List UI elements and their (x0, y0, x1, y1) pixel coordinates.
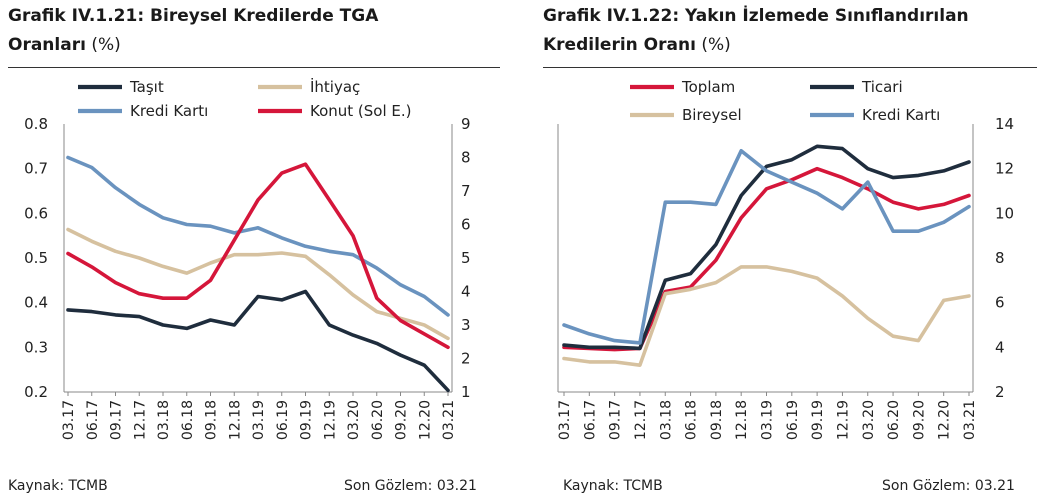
x-tick-label: 12.20 (417, 400, 433, 440)
y-tick-label-right: 7 (461, 182, 471, 200)
x-tick-label: 09.20 (394, 400, 410, 440)
last-observation-note: Son Gözlem: 03.21 (344, 478, 477, 494)
legend-label-konut-sol-e: Konut (Sol E.) (310, 102, 412, 120)
chart-title-unit: (%) (91, 35, 121, 55)
source-note: Kaynak: TCMB (563, 478, 663, 494)
y-tick-label-left: 0.3 (24, 338, 48, 356)
x-tick-label: 06.17 (582, 400, 598, 440)
x-tick-label: 03.20 (861, 400, 877, 440)
title-divider (543, 67, 1037, 68)
x-tick-label: 03.17 (557, 400, 573, 440)
y-tick-label-right: 8 (461, 149, 471, 167)
legend-label-ihtiyac: İhtiyaç (310, 77, 360, 96)
legend-label-kredi-karti: Kredi Kartı (130, 102, 208, 120)
y-tick-label-right: 4 (995, 338, 1005, 356)
series-line-konut-sol-e (66, 162, 450, 350)
x-tick-label: 09.17 (109, 400, 125, 440)
x-tick-label: 03.17 (61, 400, 77, 440)
chart-title-main: Grafik IV.1.21: Bireysel Kredilerde TGA (8, 6, 379, 26)
chart-svg-right: 2 4 6 8 10 12 14 03.17 06.17 09.17 12.17 03.18 06.18… (557, 78, 1014, 440)
x-tick-label: 09.19 (299, 400, 315, 440)
title-divider (8, 67, 500, 68)
x-tick-label: 06.18 (180, 400, 196, 440)
chart-title-main: Grafik IV.1.22: Yakın İzlemede Sınıfland… (543, 6, 969, 26)
series-line-ticari (562, 144, 971, 351)
y-tick-label-right: 12 (995, 160, 1014, 178)
y-tick-label-right: 8 (995, 249, 1005, 267)
y-tick-label-right: 4 (461, 283, 471, 301)
y-tick-label-right: 2 (461, 350, 471, 368)
x-tick-label: 06.19 (785, 400, 801, 440)
chart-title-unit: (%) (701, 35, 731, 55)
y-tick-label-right: 9 (461, 115, 471, 133)
y-tick-label-right: 5 (461, 249, 471, 267)
chart-title: Grafik IV.1.22: Yakın İzlemede Sınıfland… (543, 2, 1038, 60)
y-tick-label-right: 6 (995, 294, 1005, 312)
y-tick-label-left: 0.2 (24, 383, 48, 401)
x-tick-label: 03.20 (346, 400, 362, 440)
x-tick-label: 12.19 (322, 400, 338, 440)
chart-panel-tga: Grafik IV.1.21: Bireysel Kredilerde TGA … (0, 0, 510, 503)
source-note: Kaynak: TCMB (8, 478, 108, 494)
last-observation-note: Son Gözlem: 03.21 (882, 478, 1015, 494)
y-tick-label-left: 0.5 (24, 249, 48, 267)
x-tick-label: 12.17 (633, 400, 649, 440)
series-line-ihtiyac (66, 227, 450, 341)
chart-title-line2: Kredilerin Oranı (543, 35, 696, 55)
y-tick-label-left: 0.7 (24, 160, 48, 178)
x-tick-label: 12.18 (227, 400, 243, 440)
x-tick-label: 03.21 (441, 400, 457, 440)
x-tick-label: 03.19 (760, 400, 776, 440)
y-tick-label-left: 0.6 (24, 204, 48, 222)
chart-panel-watchlist: Grafik IV.1.22: Yakın İzlemede Sınıfland… (535, 0, 1044, 503)
x-tick-label: 09.18 (204, 400, 220, 440)
x-tick-label: 12.20 (937, 400, 953, 440)
x-tick-label: 06.20 (370, 400, 386, 440)
legend-label-toplam: Toplam (681, 78, 735, 96)
x-tick-label: 06.17 (85, 400, 101, 440)
y-tick-label-right: 3 (461, 316, 471, 334)
legend-label-kredi-karti: Kredi Kartı (862, 106, 940, 124)
legend-label-bireysel: Bireysel (682, 106, 742, 124)
x-tick-label: 09.20 (911, 400, 927, 440)
x-tick-label: 06.20 (886, 400, 902, 440)
series-line-bireysel (562, 265, 971, 368)
chart-svg-left: 0.2 0.3 0.4 0.5 0.6 0.7 0.8 1 2 3 4 5 6 7 8 9 03.17 06.17… (24, 77, 471, 440)
series-line-kredi-karti (66, 155, 450, 317)
x-tick-label: 12.17 (132, 400, 148, 440)
x-tick-label: 12.19 (835, 400, 851, 440)
x-tick-label: 12.18 (734, 400, 750, 440)
x-tick-label: 03.18 (658, 400, 674, 440)
y-tick-label-left: 0.4 (24, 294, 48, 312)
series-line-kredi-karti (562, 149, 971, 345)
x-tick-label: 03.18 (156, 400, 172, 440)
y-tick-label-right: 10 (995, 204, 1014, 222)
y-tick-label-right: 6 (461, 216, 471, 234)
legend-label-tasit: Taşıt (129, 78, 164, 96)
x-tick-label: 06.18 (684, 400, 700, 440)
series-line-toplam (562, 166, 971, 352)
legend-label-ticari: Ticari (861, 78, 903, 96)
x-tick-label: 09.17 (608, 400, 624, 440)
y-tick-label-right: 1 (461, 383, 471, 401)
y-tick-label-left: 0.8 (24, 115, 48, 133)
chart-title: Grafik IV.1.21: Bireysel Kredilerde TGA … (8, 2, 503, 60)
x-tick-label: 09.19 (810, 400, 826, 440)
x-tick-label: 09.18 (709, 400, 725, 440)
y-tick-label-right: 2 (995, 383, 1005, 401)
y-tick-label-right: 14 (995, 115, 1014, 133)
chart-title-line2: Oranları (8, 35, 86, 55)
x-tick-label: 03.19 (251, 400, 267, 440)
x-tick-label: 06.19 (275, 400, 291, 440)
series-line-tasit (66, 289, 450, 393)
x-tick-label: 03.21 (962, 400, 978, 440)
